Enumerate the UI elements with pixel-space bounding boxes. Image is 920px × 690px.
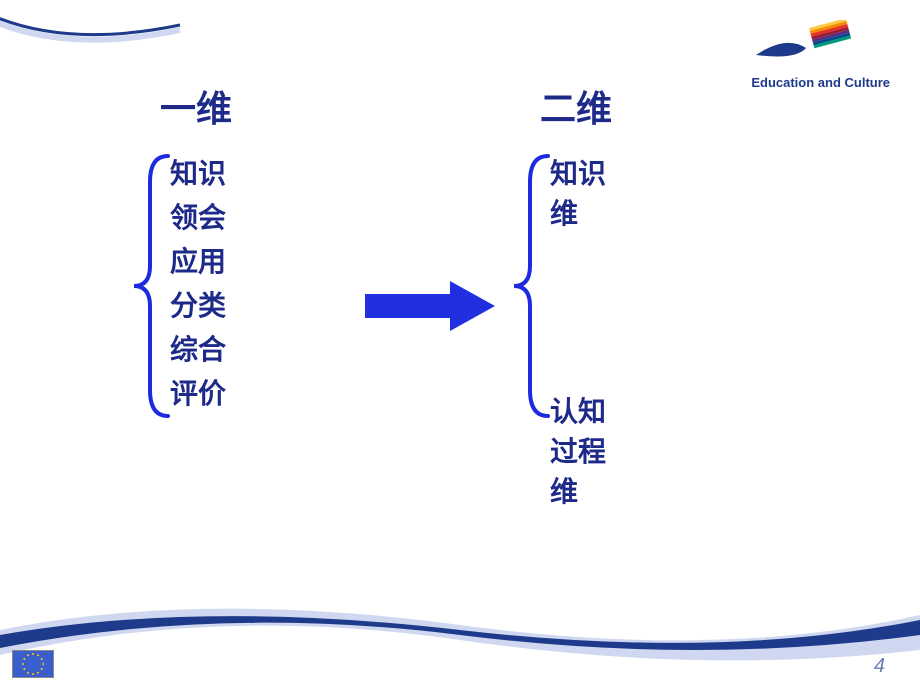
right-bracket-group: 知识维 认知过程维 bbox=[510, 152, 612, 420]
list-item: 知识 bbox=[170, 152, 232, 196]
right-column: 二维 知识维 认知过程维 bbox=[510, 80, 612, 420]
list-item: 领会 bbox=[170, 196, 232, 240]
list-item: 应用 bbox=[170, 240, 232, 284]
left-column: 一维 知识 领会 应用 分类 综合 评价 bbox=[130, 80, 232, 416]
eu-flag-icon bbox=[12, 650, 54, 678]
diagram: 一维 知识 领会 应用 分类 综合 评价 二维 知识维 认知过程维 bbox=[130, 80, 810, 500]
arrow-icon bbox=[360, 276, 500, 336]
list-item: 综合 bbox=[170, 328, 232, 372]
right-item-top: 知识维 bbox=[550, 152, 612, 232]
right-header: 二维 bbox=[540, 80, 612, 132]
bottom-wave-decoration bbox=[0, 580, 920, 690]
list-item: 评价 bbox=[170, 372, 232, 416]
right-bracket-icon bbox=[510, 152, 550, 420]
right-item-bottom: 认知过程维 bbox=[550, 390, 612, 510]
page-number: 4 bbox=[874, 655, 885, 678]
left-bracket-icon bbox=[130, 152, 170, 420]
left-header: 一维 bbox=[160, 80, 232, 132]
logo-icon bbox=[751, 20, 851, 70]
list-item: 分类 bbox=[170, 284, 232, 328]
left-bracket-group: 知识 领会 应用 分类 综合 评价 bbox=[130, 152, 232, 416]
